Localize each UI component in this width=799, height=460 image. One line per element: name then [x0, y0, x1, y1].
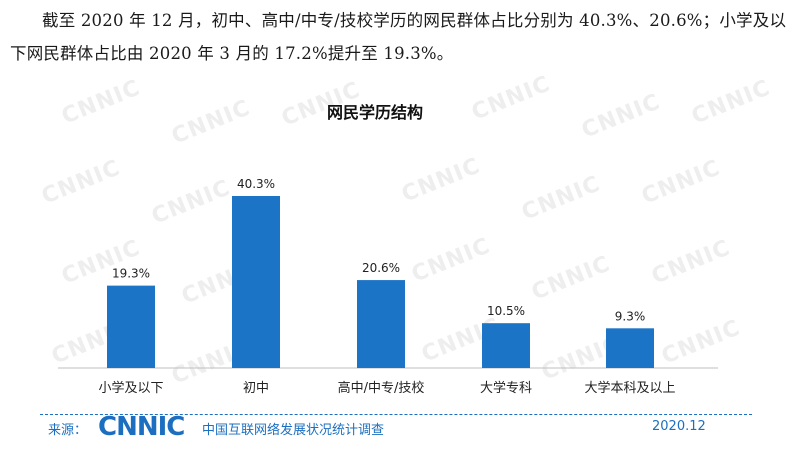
- bar-3: [482, 323, 530, 368]
- chart-title: 网民学历结构: [327, 103, 423, 122]
- footer-org-name: 中国互联网络发展状况统计调查: [202, 423, 385, 438]
- cnnic-logo: CNNIC: [98, 412, 185, 442]
- bar-2: [357, 280, 405, 368]
- intro-paragraph: 截至 2020 年 12 月，初中、高中/中专/技校学历的网民群体占比分别为 4…: [10, 11, 787, 63]
- data-label-3: 10.5%: [487, 304, 525, 318]
- bar-1: [232, 196, 280, 368]
- category-label-2: 高中/中专/技校: [338, 380, 425, 396]
- bar-4: [606, 328, 654, 368]
- bar-0: [107, 285, 155, 368]
- category-label-4: 大学本科及以上: [584, 380, 675, 396]
- data-label-2: 20.6%: [362, 261, 400, 275]
- data-label-4: 9.3%: [615, 309, 646, 323]
- footer-date: 2020.12: [652, 419, 706, 434]
- data-label-1: 40.3%: [237, 177, 275, 191]
- footer-source-label: 来源：: [48, 423, 88, 438]
- footer-divider: [40, 414, 752, 415]
- data-label-0: 19.3%: [112, 267, 150, 281]
- category-label-3: 大学专科: [480, 380, 532, 396]
- category-label-0: 小学及以下: [98, 380, 163, 396]
- category-label-1: 初中: [243, 381, 269, 396]
